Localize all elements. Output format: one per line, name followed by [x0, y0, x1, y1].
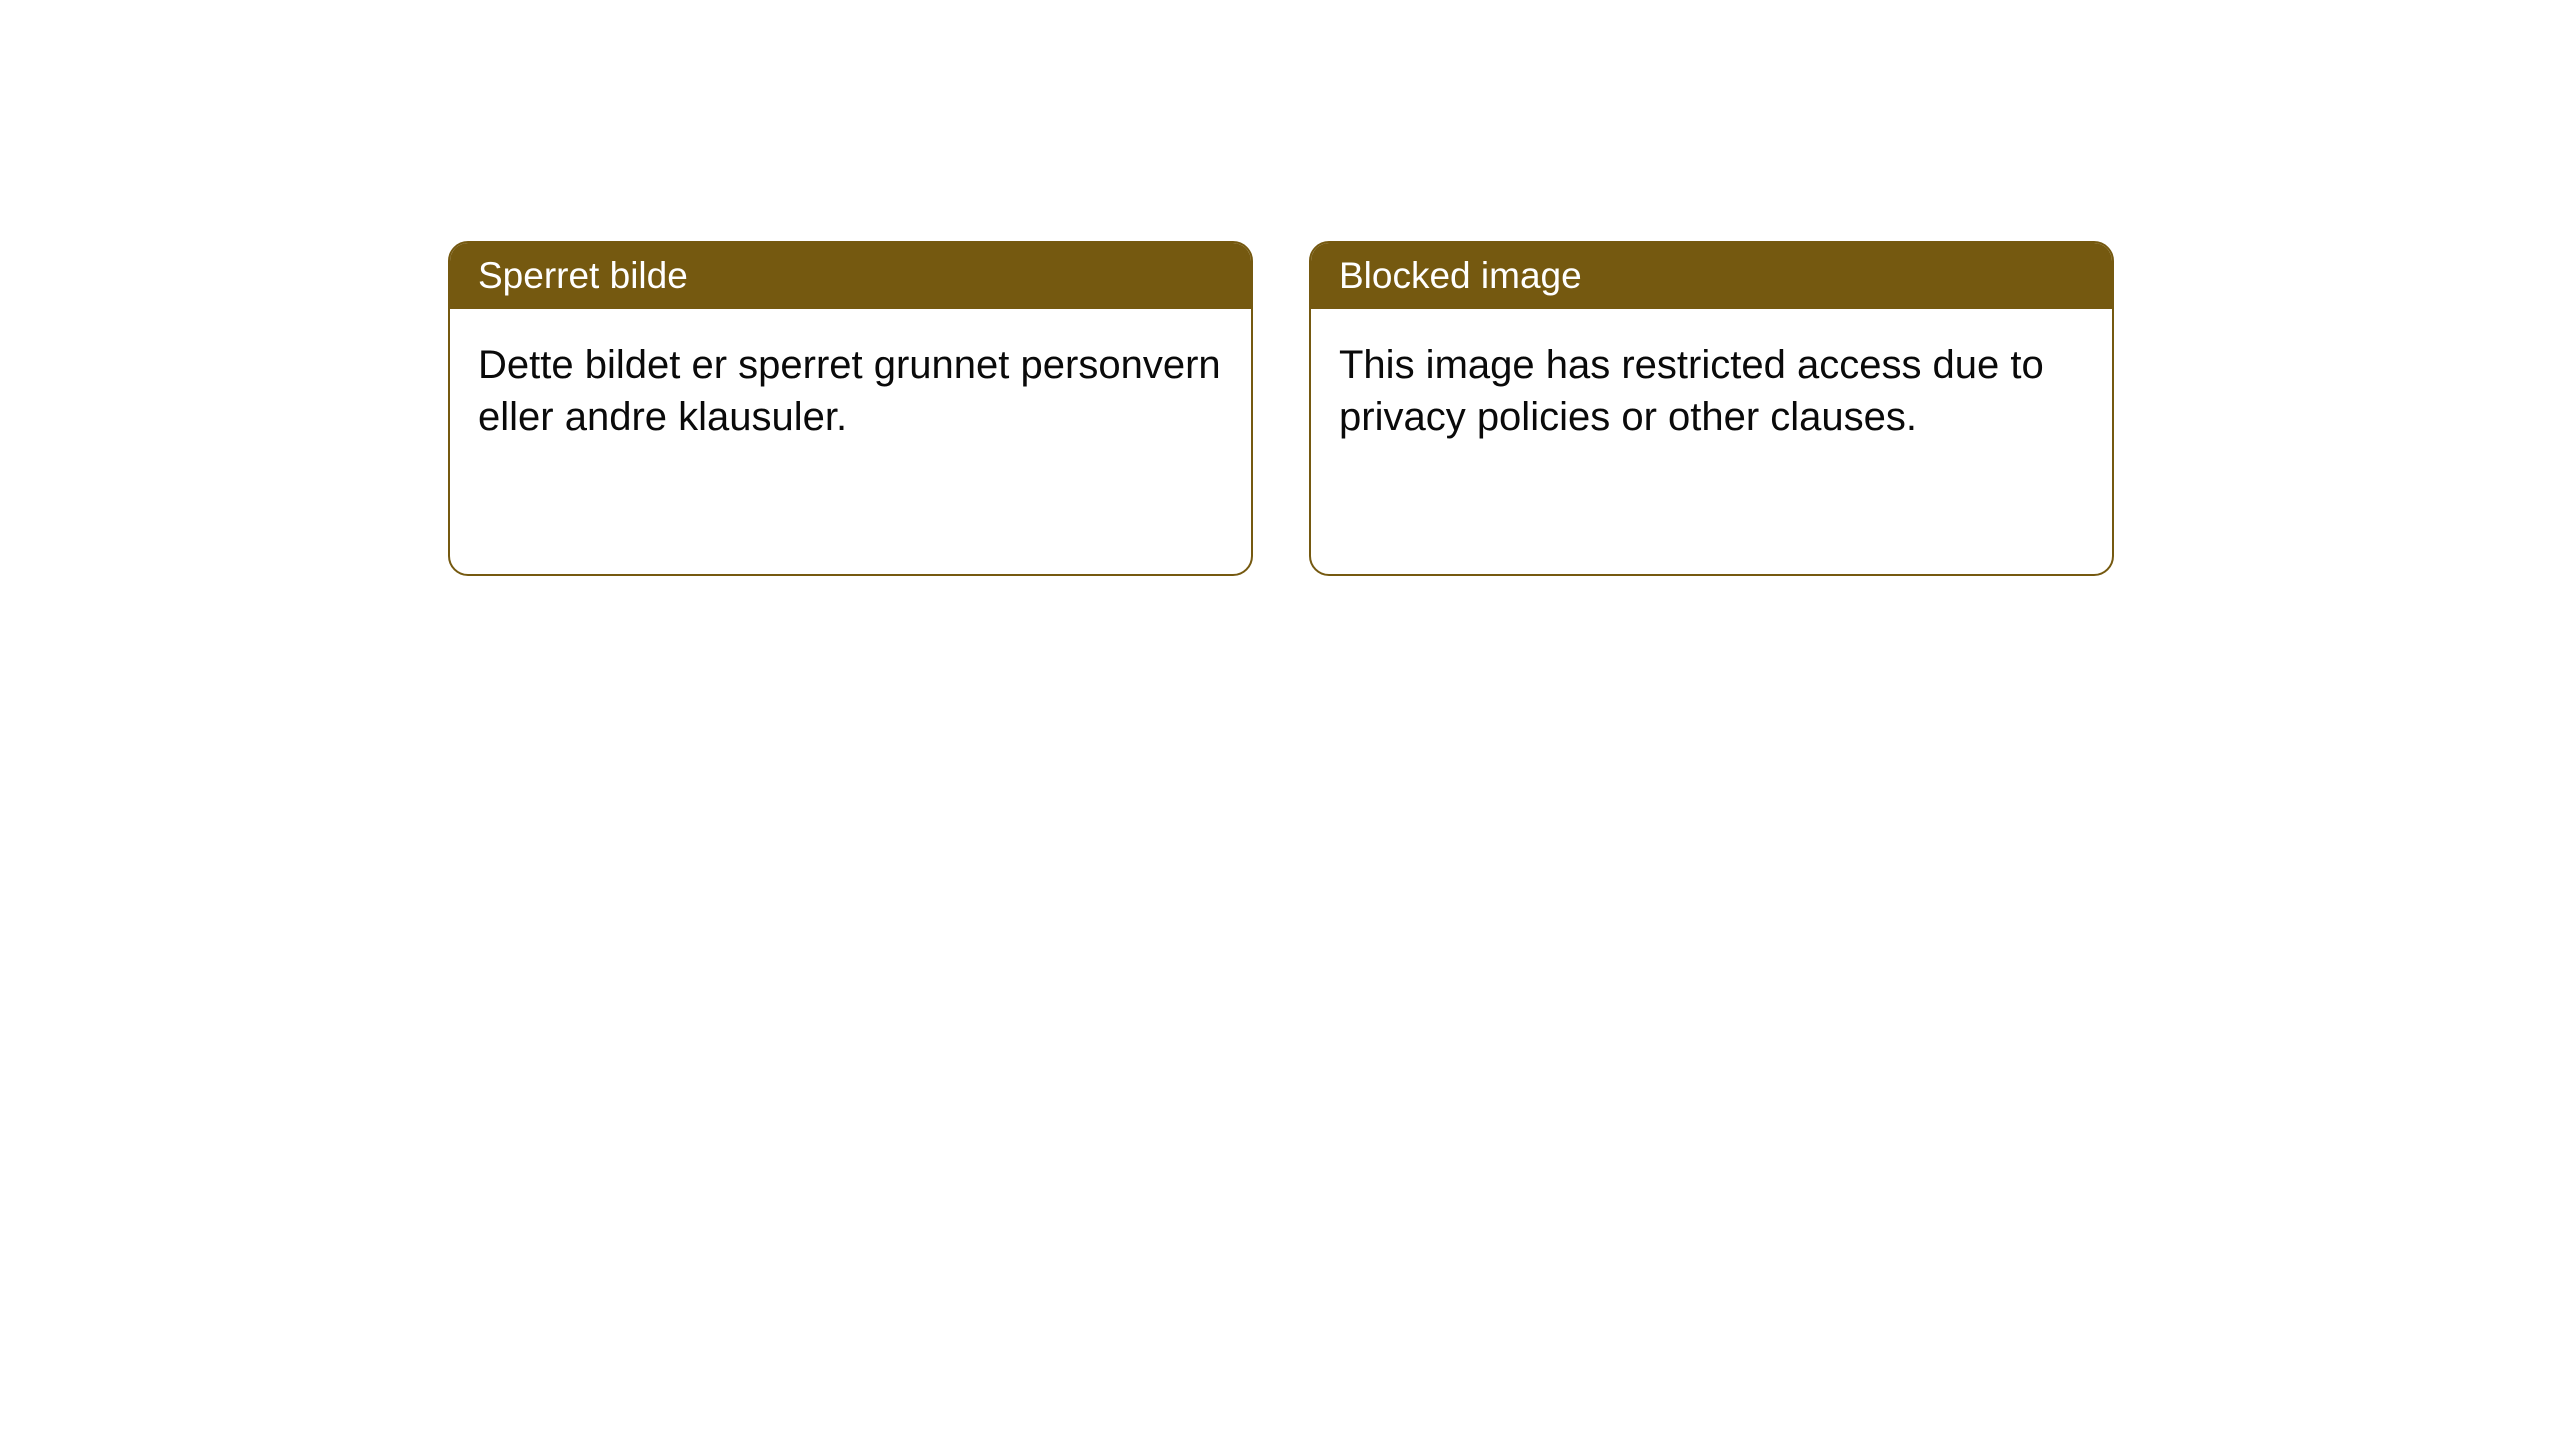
notice-body: Dette bildet er sperret grunnet personve…: [450, 309, 1251, 473]
notice-title: Blocked image: [1339, 255, 1582, 296]
notices-container: Sperret bilde Dette bildet er sperret gr…: [448, 241, 2114, 576]
notice-title: Sperret bilde: [478, 255, 688, 296]
notice-card-english: Blocked image This image has restricted …: [1309, 241, 2114, 576]
notice-body-text: Dette bildet er sperret grunnet personve…: [478, 343, 1221, 439]
notice-header: Sperret bilde: [450, 243, 1251, 309]
notice-body: This image has restricted access due to …: [1311, 309, 2112, 473]
notice-card-norwegian: Sperret bilde Dette bildet er sperret gr…: [448, 241, 1253, 576]
notice-body-text: This image has restricted access due to …: [1339, 343, 2044, 439]
notice-header: Blocked image: [1311, 243, 2112, 309]
